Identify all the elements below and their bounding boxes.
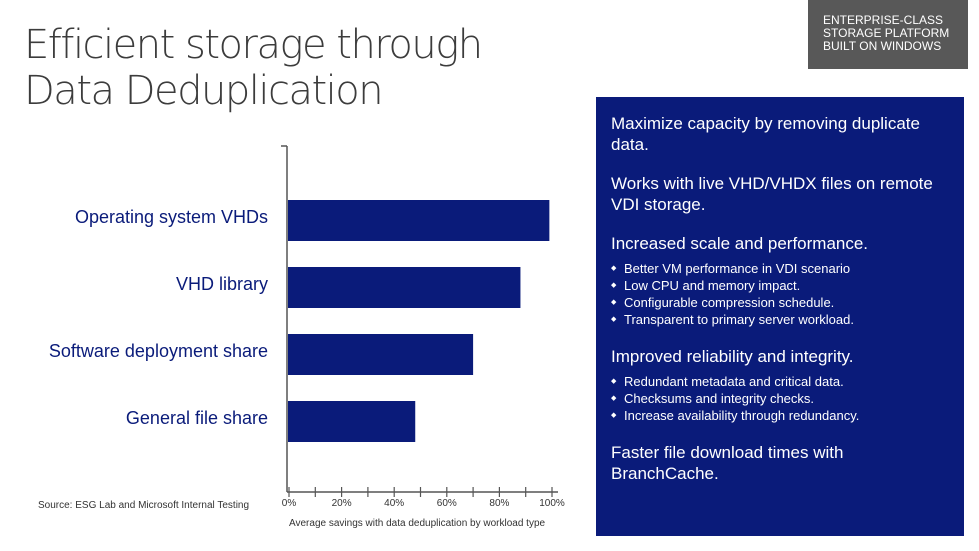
list-item: Increase availability through redundancy… <box>611 407 954 424</box>
category-label: General file share <box>125 408 268 428</box>
x-tick-label: 100% <box>539 498 565 509</box>
benefit-vdi: Works with live VHD/VHDX files on remote… <box>611 174 933 214</box>
benefit-scale: Increased scale and performance. <box>611 234 869 253</box>
source-note: Source: ESG Lab and Microsoft Internal T… <box>38 500 250 511</box>
list-item: Transparent to primary server workload. <box>611 311 954 328</box>
reliability-list: Redundant metadata and critical data. Ch… <box>611 373 954 424</box>
list-item: Low CPU and memory impact. <box>611 277 954 294</box>
category-label: Operating system VHDs <box>74 207 268 227</box>
title-line-2: Data Deduplication <box>24 68 384 114</box>
list-item: Checksums and integrity checks. <box>611 390 954 407</box>
category-label: VHD library <box>175 274 268 294</box>
platform-badge: ENTERPRISE-CLASS STORAGE PLATFORM BUILT … <box>808 0 968 69</box>
x-tick-label: 80% <box>489 498 510 509</box>
bar <box>288 267 521 308</box>
x-tick-label: 0% <box>281 498 297 509</box>
page-title: Efficient storage through Data Deduplica… <box>24 22 483 114</box>
scale-list: Better VM performance in VDI scenario Lo… <box>611 260 954 328</box>
savings-chart: Operating system VHDs VHD library Software… <box>0 140 590 540</box>
list-item: Redundant metadata and critical data. <box>611 373 954 390</box>
list-item: Better VM performance in VDI scenario <box>611 260 954 277</box>
x-axis-label: Average savings with data deduplication … <box>289 518 546 529</box>
benefits-panel: Maximize capacity by removing duplicate … <box>596 97 964 536</box>
bar <box>288 401 416 442</box>
x-tick-label: 60% <box>436 498 457 509</box>
badge-line-3: BUILT ON WINDOWS <box>823 39 942 53</box>
chart-plot <box>281 145 558 497</box>
bar <box>288 334 474 375</box>
category-labels: Operating system VHDs VHD library Software… <box>10 140 268 440</box>
benefit-capacity: Maximize capacity by removing duplicate … <box>611 114 920 154</box>
badge-line-1: ENTERPRISE-CLASS <box>823 13 944 27</box>
benefit-reliability: Improved reliability and integrity. <box>611 347 854 366</box>
badge-line-2: STORAGE PLATFORM <box>823 26 950 40</box>
x-tick-label: 40% <box>384 498 405 509</box>
x-tick-label: 20% <box>331 498 352 509</box>
title-line-1: Efficient storage through <box>24 22 483 68</box>
list-item: Configurable compression schedule. <box>611 294 954 311</box>
benefit-branchcache: Faster file download times with BranchCa… <box>611 443 844 483</box>
bar <box>288 200 550 241</box>
category-label: Software deployment share <box>48 341 268 361</box>
